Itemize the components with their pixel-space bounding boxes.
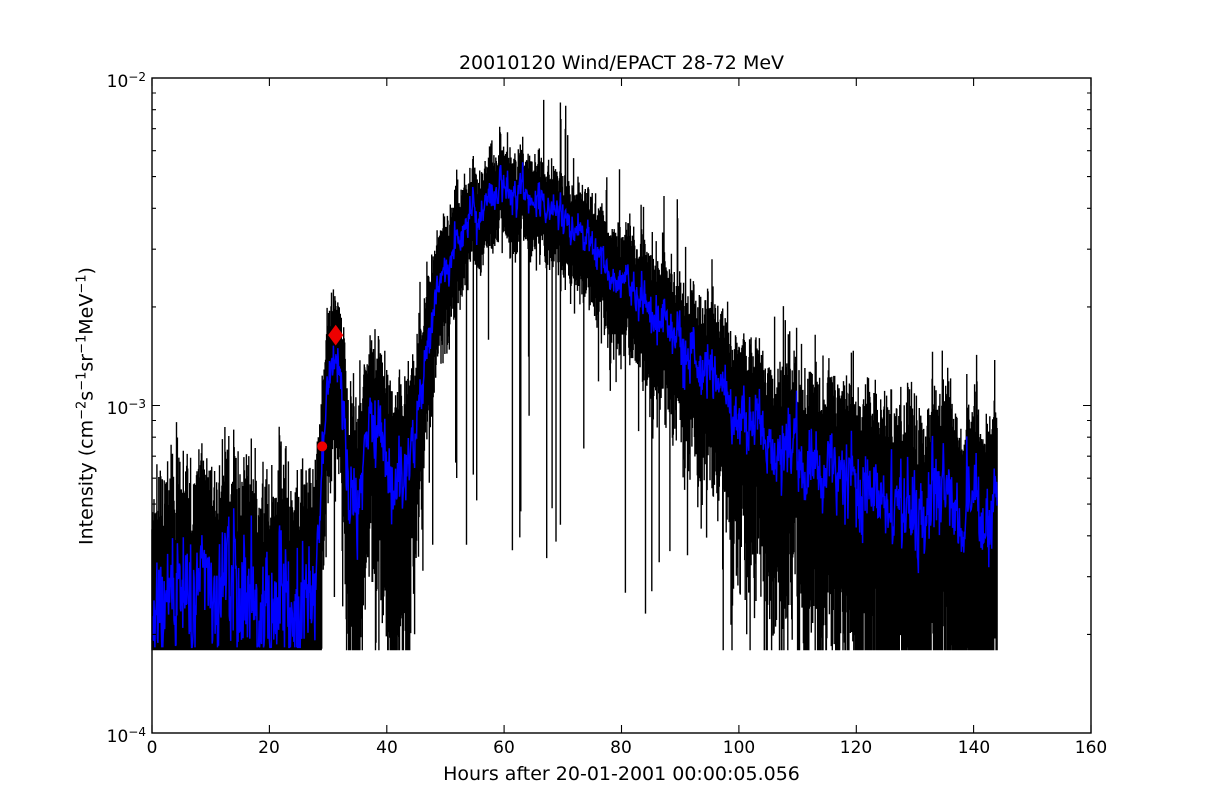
x-tick-label-60: 60: [493, 738, 515, 758]
ytick-base: 10: [106, 399, 129, 419]
ytick-base: 10: [106, 727, 129, 747]
ylabel-seg: sr: [75, 353, 98, 372]
x-tick-label-80: 80: [610, 738, 632, 758]
ytick-base: 10: [106, 72, 129, 92]
y-tick-label-1e-4: 10−4: [84, 724, 146, 746]
ylabel-seg: Intensity (cm: [75, 419, 98, 545]
x-tick-label-120: 120: [839, 738, 873, 758]
x-tick-label-140: 140: [957, 738, 991, 758]
event-markers: [317, 324, 344, 452]
ylabel-exp: −1: [74, 274, 90, 294]
ylabel-seg: ): [75, 267, 98, 275]
y-tick-label-1e-2: 10−2: [84, 69, 146, 91]
circle-marker: [317, 441, 328, 452]
axes-box: [151, 77, 1092, 734]
chart-title: 20010120 Wind/EPACT 28-72 MeV: [458, 52, 785, 74]
diamond-marker: [328, 324, 344, 346]
x-tick-label-20: 20: [258, 738, 280, 758]
ylabel-exp: −1: [74, 371, 90, 391]
x-tick-label-40: 40: [376, 738, 398, 758]
x-axis-label: Hours after 20-01-2001 00:00:05.056: [443, 763, 800, 785]
x-tick-label-160: 160: [1074, 738, 1108, 758]
ytick-exp: −4: [128, 725, 146, 739]
x-tick-label-0: 0: [146, 738, 158, 758]
intensity-series: [151, 162, 998, 649]
intensity-line: [151, 162, 998, 649]
ytick-exp: −2: [128, 70, 146, 84]
ylabel-exp: −1: [74, 334, 90, 354]
x-tick-label-100: 100: [722, 738, 756, 758]
axes: [151, 77, 1092, 734]
y-tick-label-1e-3: 10−3: [84, 396, 146, 418]
ytick-exp: −3: [128, 397, 146, 411]
ylabel-seg: MeV: [75, 293, 98, 335]
